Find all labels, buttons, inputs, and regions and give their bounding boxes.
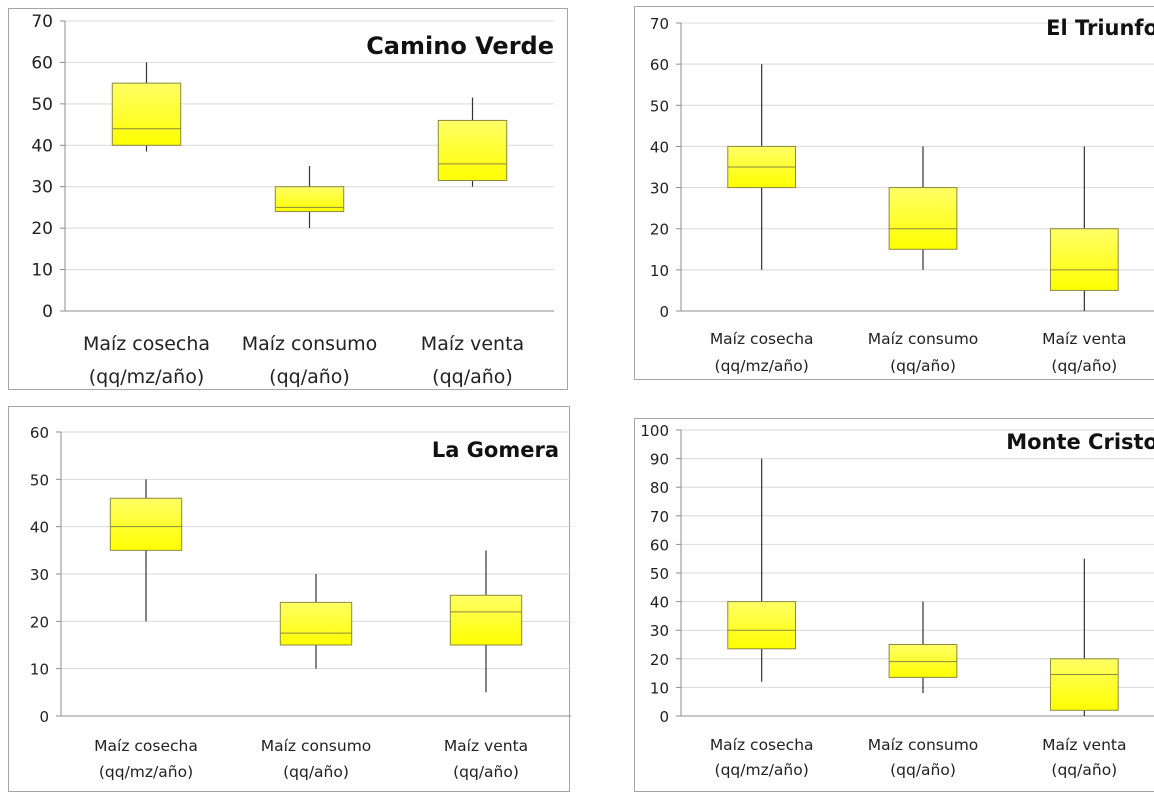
y-tick-label: 10 <box>31 261 53 281</box>
x-category-label: Maíz cosecha <box>94 737 198 755</box>
chart-panel-la-gomera: 0 10 20 30 40 50 60 Maíz cosecha (qq/mz/año) Maíz… <box>8 406 571 792</box>
y-tick-label: 70 <box>650 15 669 33</box>
box-plot-0 <box>727 458 797 682</box>
y-tick-label: 20 <box>30 613 49 631</box>
x-category-unit: (qq/año) <box>890 357 956 375</box>
box-plot-2 <box>437 97 508 187</box>
y-tick-label: 10 <box>30 661 49 679</box>
y-tick-label: 30 <box>650 180 669 198</box>
chart-panel-el-triunfo: 0 10 20 30 40 50 60 70 Maíz cosecha (qq/mz/año) Ma… <box>634 6 1154 380</box>
chart-title: Camino Verde <box>366 32 554 60</box>
chart-svg: 0 10 20 30 40 50 60 70 Maíz cosecha (qq/mz/año) Ma… <box>650 15 1154 375</box>
y-tick-label: 60 <box>650 536 669 554</box>
y-tick-label: 40 <box>30 519 49 537</box>
chart-svg: 0 10 20 30 40 50 60 70 Maíz cosecha (qq/mz/año) Ma… <box>31 12 554 388</box>
y-tick-label: 60 <box>30 424 49 442</box>
x-category-unit: (qq/mz/año) <box>715 357 809 375</box>
y-tick-label: 70 <box>31 12 53 32</box>
x-category-label: Maíz cosecha <box>710 736 814 754</box>
y-tick-label: 20 <box>31 219 53 239</box>
box-iqr <box>1049 658 1119 711</box>
x-category-unit: (qq/mz/año) <box>99 763 193 781</box>
x-category-label: Maíz consumo <box>868 330 979 348</box>
x-category-unit: (qq/año) <box>1051 357 1117 375</box>
box-iqr <box>111 82 182 146</box>
y-tick-label: 20 <box>650 221 669 239</box>
box-iqr <box>437 119 508 182</box>
y-tick-label: 40 <box>650 594 669 612</box>
y-tick-label: 60 <box>650 56 669 74</box>
y-tick-label: 30 <box>650 622 669 640</box>
x-category-unit: (qq/año) <box>269 366 350 388</box>
box-plot-2 <box>1049 146 1119 311</box>
chart-panel-monte-cristo: 0 10 20 30 40 50 60 70 80 90 100 Maíz cosecha (qq/mz… <box>634 418 1154 792</box>
y-tick-label: 50 <box>31 95 53 115</box>
y-tick-label: 80 <box>650 479 669 497</box>
box-iqr <box>109 497 183 551</box>
box-plot-0 <box>109 479 183 622</box>
y-tick-label: 30 <box>30 566 49 584</box>
x-category-unit: (qq/mz/año) <box>89 366 205 388</box>
x-category-label: Maíz consumo <box>242 333 378 355</box>
y-tick-label: 30 <box>31 178 53 198</box>
x-category-label: Maíz cosecha <box>83 333 210 355</box>
y-tick-label: 10 <box>650 679 669 697</box>
chart-panel-camino-verde: 0 10 20 30 40 50 60 70 Maíz cosecha (qq/mz/año) Ma… <box>8 8 568 390</box>
box-plot-1 <box>888 146 958 270</box>
box-iqr <box>449 594 523 646</box>
y-tick-label: 0 <box>659 303 669 321</box>
y-tick-label: 50 <box>650 565 669 583</box>
x-category-label: Maíz venta <box>421 333 524 355</box>
x-category-label: Maíz venta <box>1042 736 1126 754</box>
y-tick-label: 40 <box>650 138 669 156</box>
x-category-unit: (qq/año) <box>1051 761 1117 779</box>
y-tick-label: 0 <box>42 302 53 322</box>
y-tick-label: 0 <box>39 708 49 726</box>
y-tick-label: 100 <box>640 422 669 440</box>
y-tick-label: 40 <box>31 136 53 156</box>
x-category-unit: (qq/año) <box>453 763 519 781</box>
chart-title: Monte Cristo <box>1006 430 1154 454</box>
y-tick-label: 50 <box>650 97 669 115</box>
y-tick-label: 10 <box>650 262 669 280</box>
box-iqr <box>727 601 797 650</box>
y-tick-label: 60 <box>31 53 53 73</box>
y-tick-label: 0 <box>659 708 669 726</box>
x-category-unit: (qq/año) <box>283 763 349 781</box>
box-plot-1 <box>279 574 353 669</box>
box-iqr <box>888 187 958 250</box>
box-plot-0 <box>111 62 182 152</box>
y-tick-label: 70 <box>650 508 669 526</box>
box-plot-2 <box>449 550 523 693</box>
chart-title: El Triunfo <box>1046 16 1154 40</box>
box-plot-2 <box>1049 558 1119 716</box>
box-plot-0 <box>727 64 797 270</box>
box-plot-1 <box>274 166 345 229</box>
x-category-label: Maíz venta <box>1042 330 1126 348</box>
box-iqr <box>888 644 958 678</box>
y-tick-label: 50 <box>30 471 49 489</box>
y-tick-label: 90 <box>650 451 669 469</box>
x-category-unit: (qq/año) <box>890 761 956 779</box>
chart-svg: 0 10 20 30 40 50 60 Maíz cosecha (qq/mz/año) Maíz… <box>30 424 571 781</box>
box-iqr <box>1049 228 1119 291</box>
chart-svg: 0 10 20 30 40 50 60 70 80 90 100 Maíz cosecha (qq/mz… <box>640 422 1154 779</box>
x-category-label: Maíz cosecha <box>710 330 814 348</box>
x-category-unit: (qq/año) <box>432 366 513 388</box>
x-category-unit: (qq/mz/año) <box>715 761 809 779</box>
y-tick-label: 20 <box>650 651 669 669</box>
box-iqr <box>279 601 353 646</box>
x-category-label: Maíz consumo <box>868 736 979 754</box>
chart-title: La Gomera <box>432 438 559 462</box>
x-category-label: Maíz consumo <box>261 737 372 755</box>
box-plot-1 <box>888 601 958 694</box>
x-category-label: Maíz venta <box>444 737 528 755</box>
